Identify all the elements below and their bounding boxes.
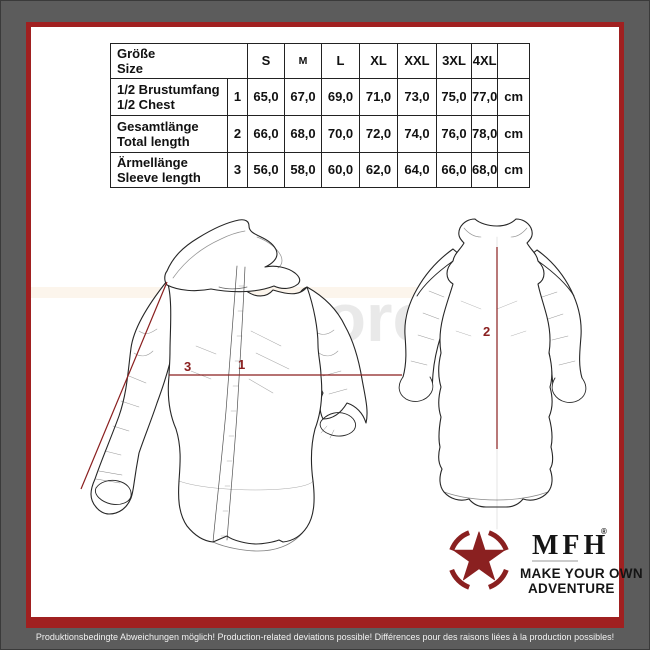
svg-text:ADVENTURE: ADVENTURE bbox=[528, 581, 615, 596]
svg-text:®: ® bbox=[601, 527, 607, 536]
svg-text:3: 3 bbox=[184, 359, 191, 374]
svg-text:MFH: MFH bbox=[532, 530, 609, 561]
svg-text:MAKE YOUR OWN: MAKE YOUR OWN bbox=[520, 566, 643, 581]
svg-text:1: 1 bbox=[238, 357, 245, 372]
svg-text:2: 2 bbox=[483, 324, 490, 339]
